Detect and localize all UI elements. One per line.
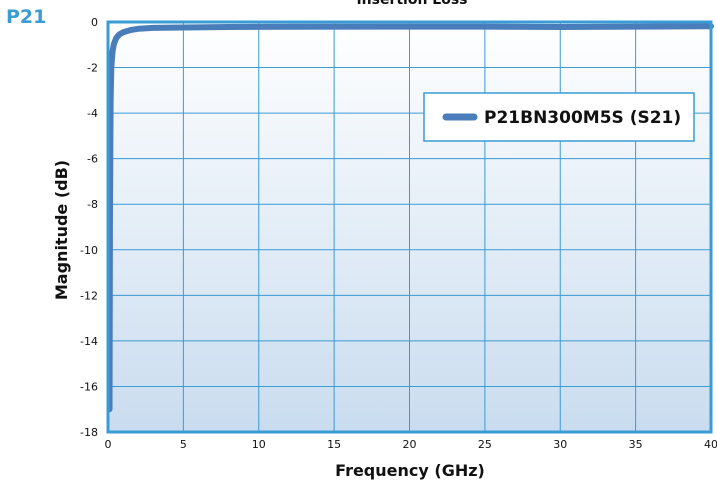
x-tick-labels: 0 5 10 15 20 25 30 35 40 (105, 438, 717, 451)
legend-label: P21BN300M5S (S21) (484, 108, 681, 128)
y-tick-label: 0 (91, 16, 98, 29)
x-tick-label: 20 (403, 438, 417, 451)
x-tick-label: 0 (105, 438, 112, 451)
x-tick-label: 40 (704, 438, 717, 451)
x-tick-label: 15 (327, 438, 341, 451)
plot-frame (106, 20, 713, 434)
y-tick-label: -6 (87, 153, 98, 166)
y-axis-label: Magnitude (dB) (52, 160, 71, 300)
y-tick-labels: 0 -2 -4 -6 -8 -10 -12 -14 -16 -18 (80, 16, 98, 439)
x-tick-label: 35 (629, 438, 643, 451)
chart-title: Insertion Loss (356, 0, 467, 8)
y-tick-label: -18 (80, 426, 98, 439)
y-tick-label: -8 (87, 198, 98, 211)
series-line-s21 (106, 23, 714, 413)
legend: P21BN300M5S (S21) (423, 92, 695, 142)
y-tick-label: -10 (80, 244, 98, 257)
y-tick-label: -16 (80, 380, 98, 393)
y-tick-label: -4 (87, 107, 98, 120)
x-tick-label: 5 (180, 438, 187, 451)
product-code-label: P21 (6, 6, 47, 28)
x-tick-label: 10 (252, 438, 266, 451)
x-axis-label: Frequency (GHz) (335, 461, 485, 480)
y-tick-label: -12 (80, 289, 98, 302)
x-tick-label: 30 (553, 438, 567, 451)
x-tick-label: 25 (478, 438, 492, 451)
y-tick-label: -2 (87, 62, 98, 75)
y-tick-label: -14 (80, 335, 98, 348)
